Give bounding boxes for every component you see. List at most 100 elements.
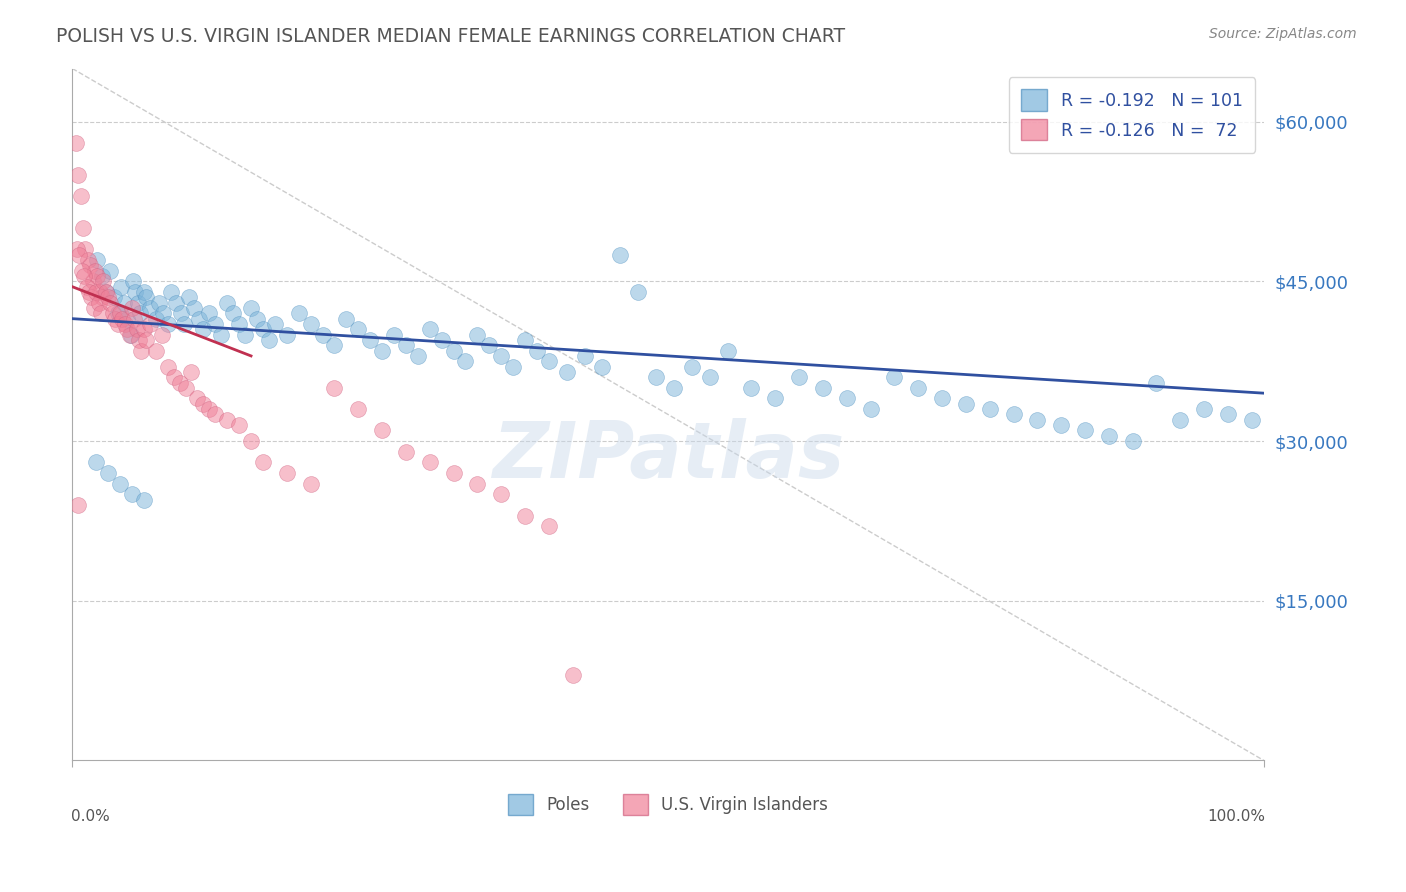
Point (907, 381, 929, 395)
Point (263, 317, 285, 331)
Point (145, 311, 167, 326)
Text: Source: ZipAtlas.com: Source: ZipAtlas.com (1209, 27, 1357, 41)
Point (1168, 413, 1191, 427)
Point (323, 338, 346, 352)
Point (395, 338, 418, 352)
Point (371, 424, 394, 438)
Point (406, 349, 429, 363)
Point (382, 327, 405, 342)
Point (150, 327, 173, 342)
Point (169, 376, 191, 390)
Point (662, 381, 685, 395)
Point (76, 253, 98, 268)
Point (69, 189, 91, 203)
Point (79, 259, 101, 273)
Point (127, 295, 149, 310)
Point (174, 381, 197, 395)
Point (112, 295, 135, 310)
Point (359, 333, 381, 347)
Point (121, 301, 143, 315)
Point (1240, 413, 1263, 427)
Point (467, 327, 489, 342)
Point (152, 306, 174, 320)
Point (107, 317, 129, 331)
Point (222, 306, 245, 320)
Point (91, 274, 114, 288)
Point (609, 248, 631, 262)
Point (131, 343, 153, 358)
Point (160, 285, 183, 299)
Point (347, 322, 370, 336)
Point (73, 269, 96, 284)
Point (233, 327, 256, 342)
Point (122, 274, 145, 288)
Point (257, 333, 280, 347)
Point (132, 285, 155, 299)
Point (100, 295, 122, 310)
Point (1122, 434, 1144, 448)
Point (217, 413, 239, 427)
Point (592, 359, 614, 374)
Point (165, 295, 187, 310)
Point (86, 253, 108, 268)
Point (763, 392, 786, 406)
Text: ZIPatlas: ZIPatlas (492, 418, 844, 494)
Point (859, 402, 882, 417)
Point (132, 492, 155, 507)
Point (84, 285, 107, 299)
Point (67, 498, 90, 512)
Point (979, 402, 1001, 417)
Point (180, 365, 202, 379)
Point (467, 476, 489, 491)
Point (454, 354, 477, 368)
Point (86, 269, 108, 284)
Point (145, 343, 167, 358)
Point (513, 333, 536, 347)
Point (419, 322, 441, 336)
Point (561, 668, 583, 682)
Point (84, 455, 107, 469)
Text: 0.0%: 0.0% (72, 809, 110, 824)
Point (699, 370, 721, 384)
Point (80, 290, 103, 304)
Point (931, 392, 953, 406)
Point (537, 354, 560, 368)
Point (1146, 376, 1168, 390)
Point (645, 370, 668, 384)
Point (537, 519, 560, 533)
Point (198, 306, 221, 320)
Point (1192, 402, 1215, 417)
Point (187, 311, 209, 326)
Point (681, 359, 703, 374)
Point (371, 343, 394, 358)
Point (299, 317, 322, 331)
Point (299, 476, 322, 491)
Point (72, 221, 94, 235)
Point (156, 317, 179, 331)
Point (128, 333, 150, 347)
Point (489, 487, 512, 501)
Point (183, 301, 205, 315)
Point (103, 290, 125, 304)
Point (69, 248, 91, 262)
Point (139, 301, 162, 315)
Point (526, 343, 548, 358)
Point (111, 311, 134, 326)
Point (198, 402, 221, 417)
Point (240, 434, 263, 448)
Point (502, 359, 524, 374)
Point (287, 306, 309, 320)
Point (228, 317, 250, 331)
Point (89, 285, 111, 299)
Point (1002, 408, 1025, 422)
Point (170, 306, 193, 320)
Point (162, 370, 184, 384)
Point (156, 359, 179, 374)
Point (835, 392, 858, 406)
Point (740, 381, 762, 395)
Point (347, 402, 370, 417)
Point (91, 269, 114, 284)
Point (513, 508, 536, 523)
Point (395, 444, 418, 458)
Point (186, 392, 208, 406)
